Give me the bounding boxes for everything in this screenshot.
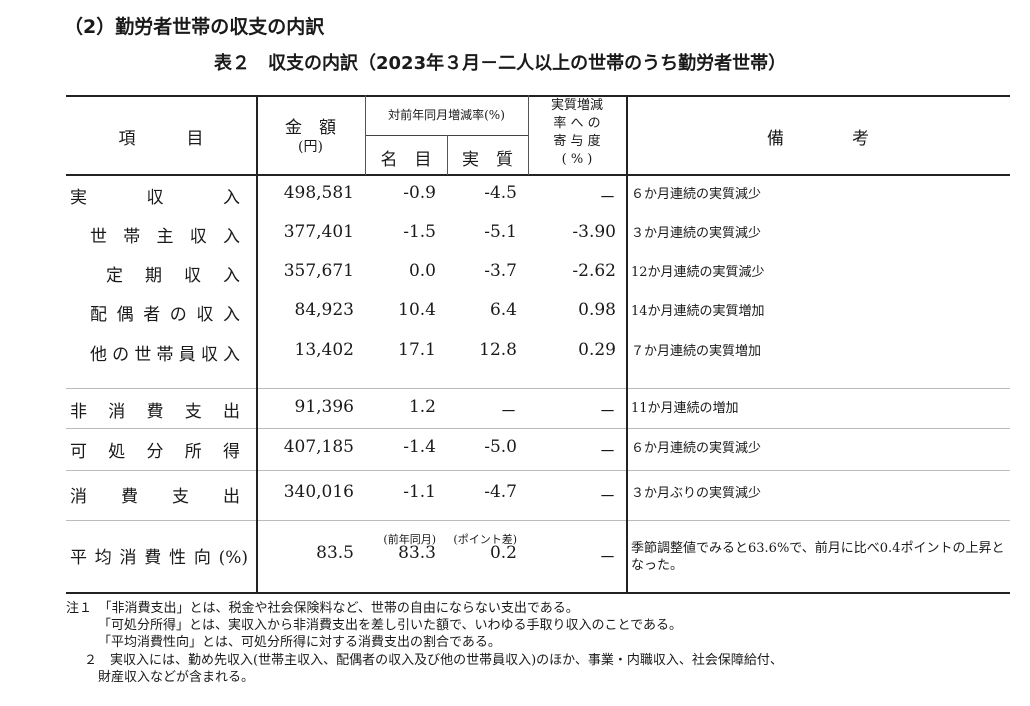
row-amount: 407,185 bbox=[283, 437, 354, 457]
table-bottom-rule bbox=[66, 592, 1010, 594]
row-real-change: 12.8 bbox=[479, 340, 517, 360]
row-real-change: － bbox=[500, 402, 517, 422]
row-real-note: (ポイント差) bbox=[453, 533, 517, 546]
group-rule bbox=[66, 520, 1010, 521]
header-amount: 金 額 bbox=[285, 118, 336, 138]
row-contribution: 0.29 bbox=[578, 340, 616, 360]
column-rule bbox=[626, 95, 628, 593]
header-contribution-line: 実質増減 bbox=[550, 98, 603, 113]
row-remark: ３か月連続の実質減少 bbox=[631, 226, 762, 241]
row-real-change: 6.4 bbox=[489, 300, 517, 320]
row-nominal-change: -1.1 bbox=[403, 482, 436, 502]
row-amount: 91,396 bbox=[294, 397, 354, 417]
row-contribution: － bbox=[599, 402, 616, 422]
group-rule bbox=[66, 470, 1010, 471]
row-remark: 14か月連続の実質増加 bbox=[631, 304, 765, 319]
row-real-change: 0.2 bbox=[489, 543, 517, 563]
column-rule bbox=[256, 95, 258, 593]
row-item: 消費支出 bbox=[70, 487, 240, 507]
column-rule bbox=[528, 95, 529, 175]
row-real-change: -5.1 bbox=[484, 222, 517, 242]
row-contribution: － bbox=[599, 188, 616, 208]
row-item: 他の世帯員収入 bbox=[90, 345, 240, 365]
column-rule bbox=[365, 95, 366, 175]
header-nominal: 名 目 bbox=[380, 150, 432, 170]
row-nominal-change: 17.1 bbox=[398, 340, 436, 360]
row-remark: ３か月ぶりの実質減少 bbox=[631, 486, 762, 501]
row-amount: 498,581 bbox=[283, 183, 354, 203]
footnote: 注１ 「非消費支出」とは、税金や社会保険料など、世帯の自由にならない支出である。 bbox=[66, 601, 579, 616]
row-amount: 377,401 bbox=[283, 222, 354, 242]
footnote: 「可処分所得」とは、実収入から非消費支出を差し引いた額で、いわゆる手取り収入のこ… bbox=[98, 618, 682, 633]
row-contribution: － bbox=[599, 487, 616, 507]
group-rule bbox=[66, 388, 1010, 389]
row-nominal-change: 10.4 bbox=[398, 300, 436, 320]
row-nominal-change: 0.0 bbox=[408, 261, 436, 281]
row-item: 定期収入 bbox=[106, 266, 240, 286]
row-amount: 83.5 bbox=[316, 543, 354, 563]
row-amount: 357,671 bbox=[283, 261, 354, 281]
header-sub-rule bbox=[365, 135, 528, 136]
header-yoy: 対前年同月増減率(%) bbox=[388, 108, 505, 122]
column-rule bbox=[447, 135, 448, 175]
header-amount-unit: (円) bbox=[298, 139, 323, 155]
group-rule bbox=[66, 428, 1010, 429]
row-remark: ６か月連続の実質減少 bbox=[631, 441, 762, 456]
row-remark: 11か月連続の増加 bbox=[631, 401, 739, 416]
row-contribution: － bbox=[599, 548, 616, 568]
row-item: 非消費支出 bbox=[70, 402, 240, 422]
row-nominal-change: -1.4 bbox=[403, 437, 436, 457]
footnote: ２ 実収入には、勤め先収入(世帯主収入、配偶者の収入及び他の世帯員収入)のほか、… bbox=[84, 653, 783, 668]
row-real-change: -4.7 bbox=[484, 482, 517, 502]
footnote: 「平均消費性向」とは、可処分所得に対する消費支出の割合である。 bbox=[98, 635, 501, 650]
row-remark: 12か月連続の実質減少 bbox=[631, 265, 765, 280]
header-bottom-rule bbox=[66, 174, 1010, 176]
table-title: 表２ 収支の内訳（2023年３月－二人以上の世帯のうち勤労者世帯） bbox=[214, 53, 787, 74]
row-item: 配偶者の収入 bbox=[90, 305, 240, 325]
footnote: 財産収入などが含まれる。 bbox=[98, 670, 255, 685]
header-contribution-line: 率 へ の bbox=[553, 116, 601, 131]
row-amount: 84,923 bbox=[294, 300, 354, 320]
header-contribution-line: ( % ) bbox=[561, 152, 593, 167]
row-real-change: -5.0 bbox=[484, 437, 517, 457]
row-item: 世帯主収入 bbox=[90, 227, 240, 247]
row-contribution: -3.90 bbox=[572, 222, 616, 242]
header-contribution-line: 寄 与 度 bbox=[553, 134, 601, 149]
row-remark: ６か月連続の実質減少 bbox=[631, 187, 762, 202]
header-remarks: 備 考 bbox=[767, 129, 869, 149]
row-remark: ７か月連続の実質増加 bbox=[631, 344, 762, 359]
row-item: 可処分所得 bbox=[70, 442, 240, 462]
section-title: （2）勤労者世帯の収支の内訳 bbox=[64, 16, 325, 38]
row-nominal-change: -0.9 bbox=[403, 183, 436, 203]
row-amount: 340,016 bbox=[283, 482, 354, 502]
row-contribution: 0.98 bbox=[578, 300, 616, 320]
row-nominal-change: -1.5 bbox=[403, 222, 436, 242]
row-contribution: － bbox=[599, 442, 616, 462]
row-contribution: -2.62 bbox=[572, 261, 616, 281]
row-nominal-note: (前年同月) bbox=[383, 533, 436, 546]
row-amount: 13,402 bbox=[294, 340, 354, 360]
row-nominal-change: 1.2 bbox=[408, 397, 436, 417]
header-item: 項 目 bbox=[118, 129, 204, 149]
row-real-change: -4.5 bbox=[484, 183, 517, 203]
row-item: 平均消費性向(%) bbox=[70, 548, 248, 568]
row-item: 実収入 bbox=[70, 188, 240, 208]
header-real: 実 質 bbox=[462, 150, 513, 170]
table-top-rule bbox=[66, 95, 1010, 97]
row-nominal-change: 83.3 bbox=[398, 543, 436, 563]
row-remark: 季節調整値でみると63.6%で、前月に比べ0.4ポイントの上昇となった。 bbox=[631, 541, 1005, 573]
row-real-change: -3.7 bbox=[484, 261, 517, 281]
header-contribution: 実質増減 率 へ の 寄 与 度 ( % ) bbox=[528, 97, 626, 169]
